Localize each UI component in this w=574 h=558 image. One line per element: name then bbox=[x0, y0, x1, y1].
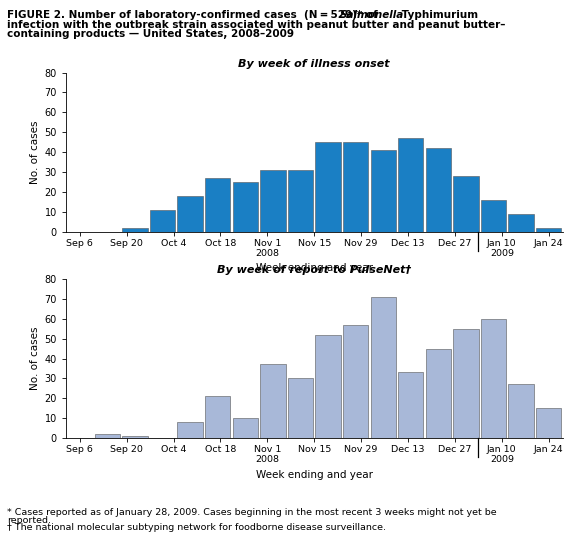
Bar bbox=[260, 170, 286, 232]
Bar bbox=[232, 182, 258, 232]
X-axis label: Week ending and year: Week ending and year bbox=[256, 263, 373, 273]
Bar bbox=[288, 378, 313, 438]
Bar bbox=[205, 396, 230, 438]
Bar bbox=[398, 138, 424, 232]
Bar bbox=[509, 214, 534, 232]
Bar bbox=[481, 319, 506, 438]
Bar bbox=[150, 210, 175, 232]
Bar bbox=[481, 200, 506, 232]
Text: reported.: reported. bbox=[7, 516, 51, 525]
Bar bbox=[453, 329, 479, 438]
Y-axis label: No. of cases: No. of cases bbox=[30, 327, 40, 390]
Y-axis label: No. of cases: No. of cases bbox=[30, 121, 40, 184]
Bar bbox=[371, 150, 396, 232]
Text: Typhimurium: Typhimurium bbox=[398, 10, 478, 20]
Bar bbox=[315, 335, 341, 438]
Text: infection with the outbreak strain associated with peanut butter and peanut butt: infection with the outbreak strain assoc… bbox=[7, 20, 505, 30]
Bar bbox=[536, 408, 561, 438]
Bar bbox=[177, 196, 203, 232]
Bar bbox=[260, 364, 286, 438]
Bar bbox=[426, 349, 451, 438]
Bar bbox=[232, 418, 258, 438]
Title: By week of report to PulseNet†: By week of report to PulseNet† bbox=[217, 266, 412, 276]
Bar bbox=[205, 178, 230, 232]
Bar bbox=[426, 148, 451, 232]
Text: FIGURE 2. Number of laboratory-confirmed cases  (N = 529)* of: FIGURE 2. Number of laboratory-confirmed… bbox=[7, 10, 381, 20]
Bar bbox=[371, 297, 396, 438]
Bar bbox=[536, 228, 561, 232]
Bar bbox=[122, 436, 148, 438]
Bar bbox=[288, 170, 313, 232]
Text: containing products — United States, 2008–2009: containing products — United States, 200… bbox=[7, 29, 294, 39]
Bar bbox=[177, 422, 203, 438]
Text: † The national molecular subtyping network for foodborne disease surveillance.: † The national molecular subtyping netwo… bbox=[7, 523, 386, 532]
Bar bbox=[315, 142, 341, 232]
Text: * Cases reported as of January 28, 2009. Cases beginning in the most recent 3 we: * Cases reported as of January 28, 2009.… bbox=[7, 508, 497, 517]
Bar bbox=[509, 384, 534, 438]
Bar bbox=[343, 325, 369, 438]
Bar bbox=[95, 434, 120, 438]
Title: By week of illness onset: By week of illness onset bbox=[238, 59, 390, 69]
X-axis label: Week ending and year: Week ending and year bbox=[256, 470, 373, 480]
Bar bbox=[453, 176, 479, 232]
Bar bbox=[122, 228, 148, 232]
Text: Salmonella: Salmonella bbox=[340, 10, 404, 20]
Bar bbox=[398, 372, 424, 438]
Bar bbox=[343, 142, 369, 232]
